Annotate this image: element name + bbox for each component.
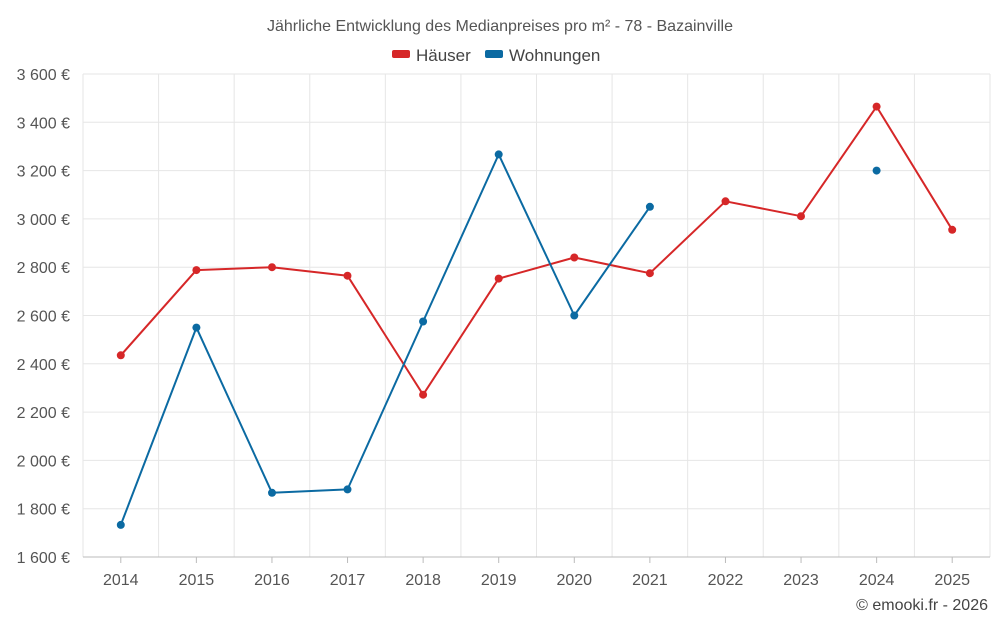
- credit-text: © emooki.fr - 2026: [856, 597, 988, 614]
- data-point-haeuser[interactable]: [948, 225, 957, 234]
- x-tick-label: 2023: [783, 572, 819, 589]
- series-points: [116, 102, 957, 529]
- series-lines: [119, 105, 954, 526]
- legend-label-haeuser: Häuser: [416, 46, 471, 65]
- y-tick-label: 2 600 €: [17, 309, 70, 326]
- legend-item-haeuser[interactable]: Häuser: [392, 46, 471, 65]
- x-tick-label: 2024: [859, 572, 895, 589]
- data-point-wohnungen[interactable]: [116, 520, 125, 529]
- y-tick-label: 2 200 €: [17, 405, 70, 422]
- y-axis-tick-labels: 1 600 € 1 800 € 2 000 € 2 200 € 2 400 € 2 600…: [17, 67, 70, 567]
- data-point-wohnungen[interactable]: [872, 166, 881, 175]
- data-point-wohnungen[interactable]: [419, 317, 428, 326]
- legend-item-wohnungen[interactable]: Wohnungen: [485, 46, 600, 65]
- x-axis-tick-marks: [120, 557, 953, 563]
- data-point-haeuser[interactable]: [645, 269, 654, 278]
- y-tick-label: 3 400 €: [17, 115, 70, 132]
- legend-swatch-haeuser: [392, 50, 410, 58]
- data-point-wohnungen[interactable]: [494, 150, 503, 159]
- x-tick-label: 2021: [632, 572, 668, 589]
- x-tick-label: 2019: [481, 572, 517, 589]
- data-point-haeuser[interactable]: [116, 351, 125, 360]
- data-point-haeuser[interactable]: [872, 102, 881, 111]
- data-point-wohnungen[interactable]: [645, 202, 654, 211]
- x-tick-label: 2017: [330, 572, 366, 589]
- data-point-haeuser[interactable]: [419, 390, 428, 399]
- data-point-haeuser[interactable]: [494, 274, 503, 283]
- y-tick-label: 3 000 €: [17, 212, 70, 229]
- data-point-wohnungen[interactable]: [268, 488, 276, 497]
- chart-title: Jährliche Entwicklung des Medianpreises …: [267, 18, 733, 35]
- data-point-haeuser[interactable]: [192, 266, 201, 275]
- data-point-wohnungen[interactable]: [192, 323, 201, 332]
- x-tick-label: 2014: [103, 572, 139, 589]
- y-tick-label: 3 200 €: [17, 164, 70, 181]
- y-tick-label: 1 800 €: [17, 502, 70, 519]
- data-point-wohnungen[interactable]: [343, 485, 352, 494]
- x-tick-label: 2015: [179, 572, 215, 589]
- legend-label-wohnungen: Wohnungen: [509, 46, 600, 65]
- x-tick-label: 2020: [556, 572, 592, 589]
- y-tick-label: 2 800 €: [17, 260, 70, 277]
- y-tick-label: 1 600 €: [17, 550, 70, 567]
- x-tick-label: 2022: [708, 572, 744, 589]
- x-tick-label: 2025: [934, 572, 970, 589]
- data-point-haeuser[interactable]: [268, 263, 276, 272]
- x-gridlines: [82, 74, 991, 557]
- data-point-haeuser[interactable]: [570, 253, 579, 262]
- y-tick-label: 2 000 €: [17, 453, 70, 470]
- data-point-haeuser[interactable]: [797, 212, 805, 221]
- data-point-haeuser[interactable]: [721, 197, 730, 206]
- series-line-haeuser: [120, 105, 954, 396]
- series-line-wohnungen: [119, 153, 651, 526]
- legend-swatch-wohnungen: [485, 50, 503, 58]
- x-tick-label: 2016: [254, 572, 290, 589]
- x-tick-label: 2018: [405, 572, 441, 589]
- y-tick-label: 3 600 €: [17, 67, 70, 84]
- legend: Häuser Wohnungen: [392, 46, 600, 65]
- data-point-haeuser[interactable]: [343, 271, 352, 280]
- data-point-wohnungen[interactable]: [570, 311, 579, 320]
- x-axis-tick-labels: 2014 2015 2016 2017 2018 2019 2020 2021 2022 2023…: [103, 572, 970, 589]
- y-tick-label: 2 400 €: [17, 357, 70, 374]
